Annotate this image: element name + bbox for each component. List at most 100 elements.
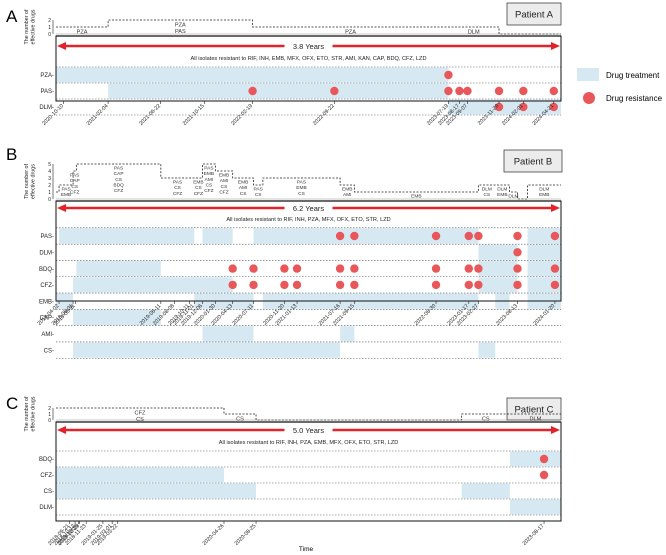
duration-arrow-left-head xyxy=(57,42,66,50)
step-drug-label: CFZ xyxy=(135,411,146,417)
treatment-bar-bdq-0 xyxy=(509,451,561,467)
date-tick-label: 2020-08-25 xyxy=(234,523,258,547)
resistance-marker-pas xyxy=(550,231,560,241)
resistance-marker-cfz xyxy=(228,280,237,290)
step-y-axis-label: The number of xyxy=(24,396,30,432)
legend: Drug treatment Drug resistance xyxy=(577,68,663,104)
panel-c: C xyxy=(6,394,18,413)
resistance-marker-cfz xyxy=(431,280,441,290)
resistance-marker-cfz xyxy=(280,280,289,290)
row-label-bdq: BDQ- xyxy=(39,267,54,273)
step-drug-label: BDQ xyxy=(113,182,124,188)
step-y-tick-label: 1 xyxy=(48,190,51,196)
panel-a: A xyxy=(6,7,18,26)
treatment-bar-pza-0 xyxy=(56,67,449,83)
duration-label: 6.2 Years xyxy=(293,204,325,213)
step-drug-label: CFZ xyxy=(219,189,228,195)
resistance-marker-bdq xyxy=(249,264,258,273)
step-drug-label: PAS xyxy=(114,166,123,172)
resistance-marker-cfz xyxy=(513,280,522,290)
effective-drug-step-line xyxy=(56,163,561,200)
legend-resistance-marker xyxy=(583,92,595,104)
row-label-cap: CAP- xyxy=(40,316,54,322)
effective-drug-step-line xyxy=(56,407,561,421)
duration-arrow-right-head xyxy=(551,42,560,50)
step-drug-label: CFZ xyxy=(204,188,213,194)
step-drug-label: CS xyxy=(136,417,144,423)
legend-resistance-label: Drug resistance xyxy=(606,94,663,103)
row-label-cfz: CFZ- xyxy=(40,473,54,479)
treatment-bar-bdq-2 xyxy=(527,260,561,277)
resistance-marker-bdq xyxy=(474,264,483,273)
duration-label-bg xyxy=(284,424,333,436)
step-drug-label: CS xyxy=(240,191,247,197)
step-drug-label: EMB xyxy=(219,173,229,179)
row-label-dlm: DLM- xyxy=(39,251,54,257)
step-drug-label: DLM xyxy=(482,187,492,193)
step-y-tick-label: 0 xyxy=(48,418,51,424)
step-drug-label: CFZ xyxy=(173,191,182,197)
step-drug-label: CS xyxy=(483,192,490,198)
step-drug-label: EMB xyxy=(61,192,71,198)
treatment-bar-ami-1 xyxy=(340,326,355,342)
step-drug-label: EMB xyxy=(296,185,306,191)
resistance-marker-cfz xyxy=(474,280,483,290)
step-drug-label: EMB xyxy=(193,180,203,186)
step-y-tick-label: 2 xyxy=(48,183,51,189)
legend-treatment-label: Drug treatment xyxy=(606,71,660,80)
treatment-bar-cfz-2 xyxy=(527,277,561,293)
step-drug-label: CFZ xyxy=(194,191,203,197)
step-y-tick-label: 3 xyxy=(48,176,51,182)
row-label-cs: CS- xyxy=(44,348,54,354)
duration-arrow-right-head xyxy=(551,204,560,212)
step-y-tick-label: 1 xyxy=(48,25,51,31)
step-drug-label: DLM xyxy=(539,187,549,193)
resistance-marker-bdq xyxy=(335,264,345,273)
step-drug-label: EMB xyxy=(539,192,549,198)
step-drug-label: AMI xyxy=(343,192,352,198)
step-drug-label: PAS xyxy=(175,29,186,35)
step-y-tick-label: 2 xyxy=(48,18,51,24)
step-drug-label: EMB xyxy=(342,187,352,193)
resistance-marker-pza xyxy=(444,70,453,80)
step-drug-label: CS xyxy=(71,184,78,190)
step-drug-label: DLM xyxy=(468,30,480,36)
resistance-marker-pas xyxy=(513,231,522,241)
step-drug-label: DLM xyxy=(497,187,507,193)
date-tick-label: 2020-04-26 xyxy=(202,523,226,547)
treatment-bar-cfz-0 xyxy=(73,277,233,293)
duration-label: 5.0 Years xyxy=(293,426,325,435)
row-label-pas: PAS- xyxy=(40,89,54,95)
treatment-bar-dlm-1 xyxy=(527,244,561,260)
step-drug-label: AMI xyxy=(205,177,214,183)
step-drug-label: PZA xyxy=(175,23,186,29)
resistance-marker-pas xyxy=(494,86,504,96)
date-tick-label: 2023-08-17 xyxy=(522,523,546,547)
resistance-marker-pas xyxy=(330,86,339,96)
step-drug-label: EMB xyxy=(497,192,507,198)
step-drug-label: CS xyxy=(195,185,202,191)
step-drug-label: DLM xyxy=(508,194,518,200)
step-drug-label: PZA xyxy=(77,30,88,36)
treatment-bar-cs-0 xyxy=(56,483,257,499)
resistance-note: All isolates resistant to RIF, INH, PZA,… xyxy=(226,217,390,223)
duration-label-bg xyxy=(284,40,333,52)
patient-label: Patient C xyxy=(514,405,553,416)
row-label-pza: PZA- xyxy=(40,73,54,79)
resistance-marker-cfz xyxy=(292,280,302,290)
row-label-cfz: CFZ- xyxy=(40,283,54,289)
step-drug-label: CS xyxy=(221,184,228,190)
treatment-bar-ami-0 xyxy=(202,326,254,342)
treatment-bar-pas-1 xyxy=(202,228,233,244)
treatment-bar-pas-0 xyxy=(108,83,449,99)
patient-label: Patient A xyxy=(515,10,554,21)
step-drug-label: CFZ xyxy=(70,189,79,195)
resistance-marker-bdq xyxy=(513,264,522,273)
resistance-marker-pas xyxy=(463,86,472,96)
resistance-marker-dlm xyxy=(519,102,528,112)
step-drug-label: CAP xyxy=(114,171,124,177)
treatment-bar-pas-2 xyxy=(253,228,479,244)
resistance-marker-pas xyxy=(335,231,345,241)
resistance-note: All isolates resistant to RIF, INH, EMB,… xyxy=(190,56,426,62)
